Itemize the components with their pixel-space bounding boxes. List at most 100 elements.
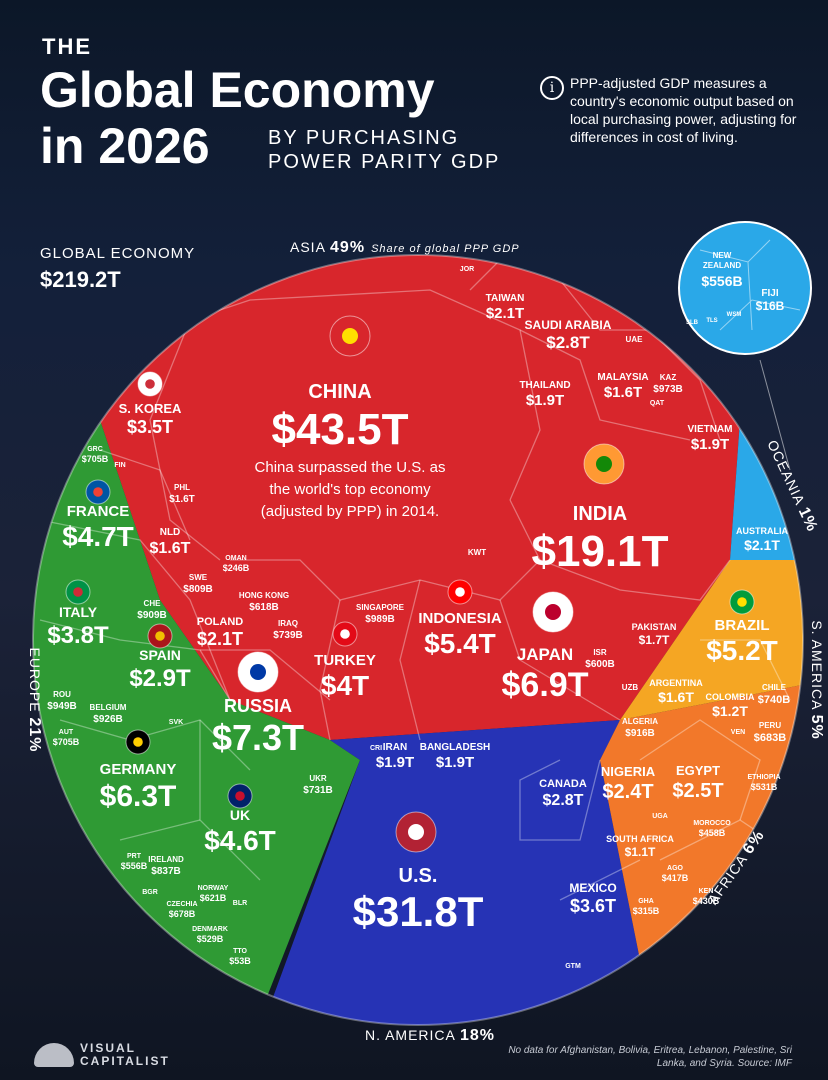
country-value-ken: $430B xyxy=(693,896,720,906)
country-name-czechia: CZECHIA xyxy=(166,901,197,908)
region-label-asia: ASIA 49% Share of global PPP GDP xyxy=(290,239,520,256)
cell-border xyxy=(700,639,791,701)
country-value-u-s: $31.8T xyxy=(353,888,484,935)
country-name-argentina: ARGENTINA xyxy=(649,678,703,688)
country-value-kaz: $973B xyxy=(653,384,682,395)
country-name-uk: UK xyxy=(230,807,250,823)
cell-border xyxy=(59,719,251,771)
page-title: Global Economy in 2026 xyxy=(40,62,435,174)
country-name-fiji: FIJI xyxy=(761,288,778,299)
country-value-morocco: $458B xyxy=(699,828,726,838)
flag-italy-icon-mark xyxy=(73,587,83,597)
annotation-line: (adjusted by PPP) in 2014. xyxy=(261,503,439,520)
country-name-oman: OMAN xyxy=(225,555,246,562)
country-value-thailand: $1.9T xyxy=(526,392,564,409)
country-value-nigeria: $2.4T xyxy=(602,781,653,803)
cell-border xyxy=(200,649,331,701)
region-label-n-america: N. AMERICA 18% xyxy=(365,1027,495,1044)
subtitle-line-1: BY PURCHASING xyxy=(268,127,460,149)
country-name-ireland: IRELAND xyxy=(148,855,184,864)
country-value-hong-kong: $618B xyxy=(249,602,278,613)
country-value-algeria: $916B xyxy=(625,728,654,739)
country-name-bangladesh: BANGLADESH xyxy=(420,742,491,753)
region-label-europe: EUROPE 21% xyxy=(26,647,43,752)
inset-border xyxy=(699,239,801,331)
flag-uk-icon-mark xyxy=(235,791,245,801)
country-value-s-korea: $3.5T xyxy=(127,417,173,437)
country-name-peru: PERU xyxy=(759,721,781,730)
country-name-qat: QAT xyxy=(650,400,665,407)
cell-border xyxy=(189,289,541,501)
country-value-egypt: $2.5T xyxy=(672,780,723,802)
flag-spain-icon-mark xyxy=(155,631,165,641)
country-value-fiji: $16B xyxy=(756,299,785,313)
country-name-svk: SVK xyxy=(169,719,183,726)
region-label-s-america: S. AMERICA 5% xyxy=(808,620,825,739)
cell-border xyxy=(559,859,641,901)
country-value-turkey: $4T xyxy=(321,670,369,701)
country-name-egypt: EGYPT xyxy=(676,763,720,778)
country-value-malaysia: $1.6T xyxy=(604,384,642,401)
cell-border xyxy=(519,329,691,441)
region-asia xyxy=(33,255,803,740)
visual-capitalist-logo-icon xyxy=(34,1043,74,1067)
brand-logo: VISUAL CAPITALIST xyxy=(34,1042,168,1068)
country-name-tto: TTO xyxy=(233,948,247,955)
country-value-argentina: $1.6T xyxy=(658,689,694,705)
country-name-france: FRANCE xyxy=(67,503,130,520)
country-name-thailand: THAILAND xyxy=(519,380,570,391)
country-name-pakistan: PAKISTAN xyxy=(632,622,677,632)
country-name-poland: POLAND xyxy=(197,616,244,628)
country-value-mexico: $3.6T xyxy=(570,896,616,916)
cell-border xyxy=(119,819,201,841)
country-name-australia: AUSTRALIA xyxy=(736,526,788,536)
country-name-fin: FIN xyxy=(114,462,125,469)
country-name-ken: KEN xyxy=(699,888,714,895)
country-name-taiwan: TAIWAN xyxy=(486,293,525,304)
country-value-spain: $2.9T xyxy=(129,665,191,692)
country-value-bangladesh: $1.9T xyxy=(436,754,474,771)
country-name-japan: JAPAN xyxy=(517,645,573,664)
cell-border xyxy=(199,720,261,881)
country-name-brazil: BRAZIL xyxy=(715,617,770,634)
country-name-iran: IRAN xyxy=(383,742,407,753)
country-name-jor: JOR xyxy=(460,266,474,273)
country-name-u-s: U.S. xyxy=(399,865,438,887)
country-name-uga: UGA xyxy=(652,813,668,820)
country-value-russia: $7.3T xyxy=(212,717,304,758)
country-value-indonesia: $5.4T xyxy=(424,628,496,659)
source-note: No data for Afghanistan, Bolivia, Eritre… xyxy=(508,1045,792,1069)
flag-france-icon-mark xyxy=(93,487,103,497)
country-name-gtm: GTM xyxy=(565,963,581,970)
country-value-south-africa: $1.1T xyxy=(625,845,656,859)
country-value-vietnam: $1.9T xyxy=(691,436,729,453)
country-value-oman: $246B xyxy=(223,563,250,573)
flag-russia-icon-mark xyxy=(250,664,266,680)
subtitle-line-2: POWER PARITY GDP xyxy=(268,151,501,173)
country-name-iraq: IRAQ xyxy=(278,619,298,628)
country-value-colombia: $1.2T xyxy=(712,703,748,719)
country-name-vietnam: VIETNAM xyxy=(688,424,733,435)
country-value-phl: $1.6T xyxy=(169,494,195,505)
country-value-czechia: $678B xyxy=(169,909,196,919)
country-value-ethiopia: $531B xyxy=(751,782,778,792)
country-name-denmark: DENMARK xyxy=(192,926,228,933)
country-value-swe: $809B xyxy=(183,584,212,595)
global-economy-label: GLOBAL ECONOMY xyxy=(40,245,196,262)
country-name-ago: AGO xyxy=(667,865,684,872)
country-value-grc: $705B xyxy=(82,454,109,464)
cell-border xyxy=(499,599,621,721)
flag-turkey-icon-mark xyxy=(340,629,350,639)
country-name-che: CHE xyxy=(144,599,162,608)
country-name-blr: BLR xyxy=(233,900,247,907)
country-name-malaysia: MALAYSIA xyxy=(597,372,648,383)
country-name-rou: ROU xyxy=(53,690,71,699)
country-value-canada: $2.8T xyxy=(543,792,584,809)
country-value-poland: $2.1T xyxy=(197,629,243,649)
country-value-isr: $600B xyxy=(585,659,614,670)
country-name-ethiopia: ETHIOPIA xyxy=(747,774,780,781)
country-name-colombia: COLOMBIA xyxy=(706,692,755,702)
country-value-uk: $4.6T xyxy=(204,825,276,856)
country-value-india: $19.1T xyxy=(532,527,669,576)
